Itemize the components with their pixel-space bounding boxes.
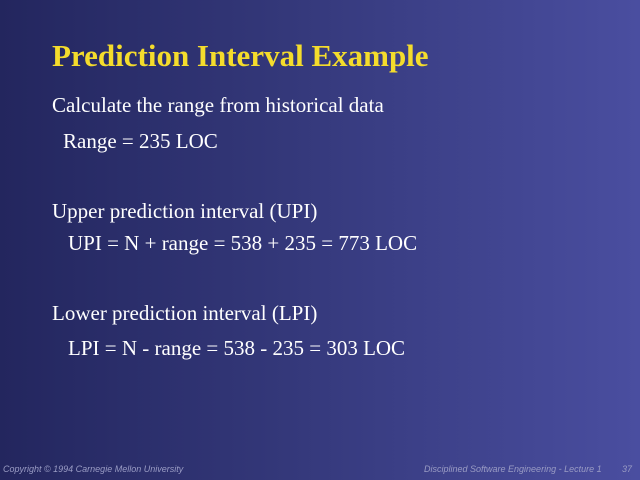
sub-bullet: UPI = N + range = 538 + 235 = 773 LOC	[68, 231, 418, 255]
sub-bullet: LPI = N - range = 538 - 235 = 303 LOC	[68, 336, 406, 360]
bullet: Upper prediction interval (UPI)	[52, 199, 318, 223]
footer-copyright: Copyright © 1994 Carnegie Mellon Univers…	[3, 464, 184, 474]
footer-course: Disciplined Software Engineering - Lectu…	[424, 464, 602, 474]
footer-page: 37	[622, 464, 633, 474]
slide-title: Prediction Interval Example	[52, 38, 429, 73]
bullet: Calculate the range from historical data	[52, 93, 384, 117]
bullet: Lower prediction interval (LPI)	[52, 301, 318, 325]
sub-bullet: Range = 235 LOC	[63, 129, 218, 153]
